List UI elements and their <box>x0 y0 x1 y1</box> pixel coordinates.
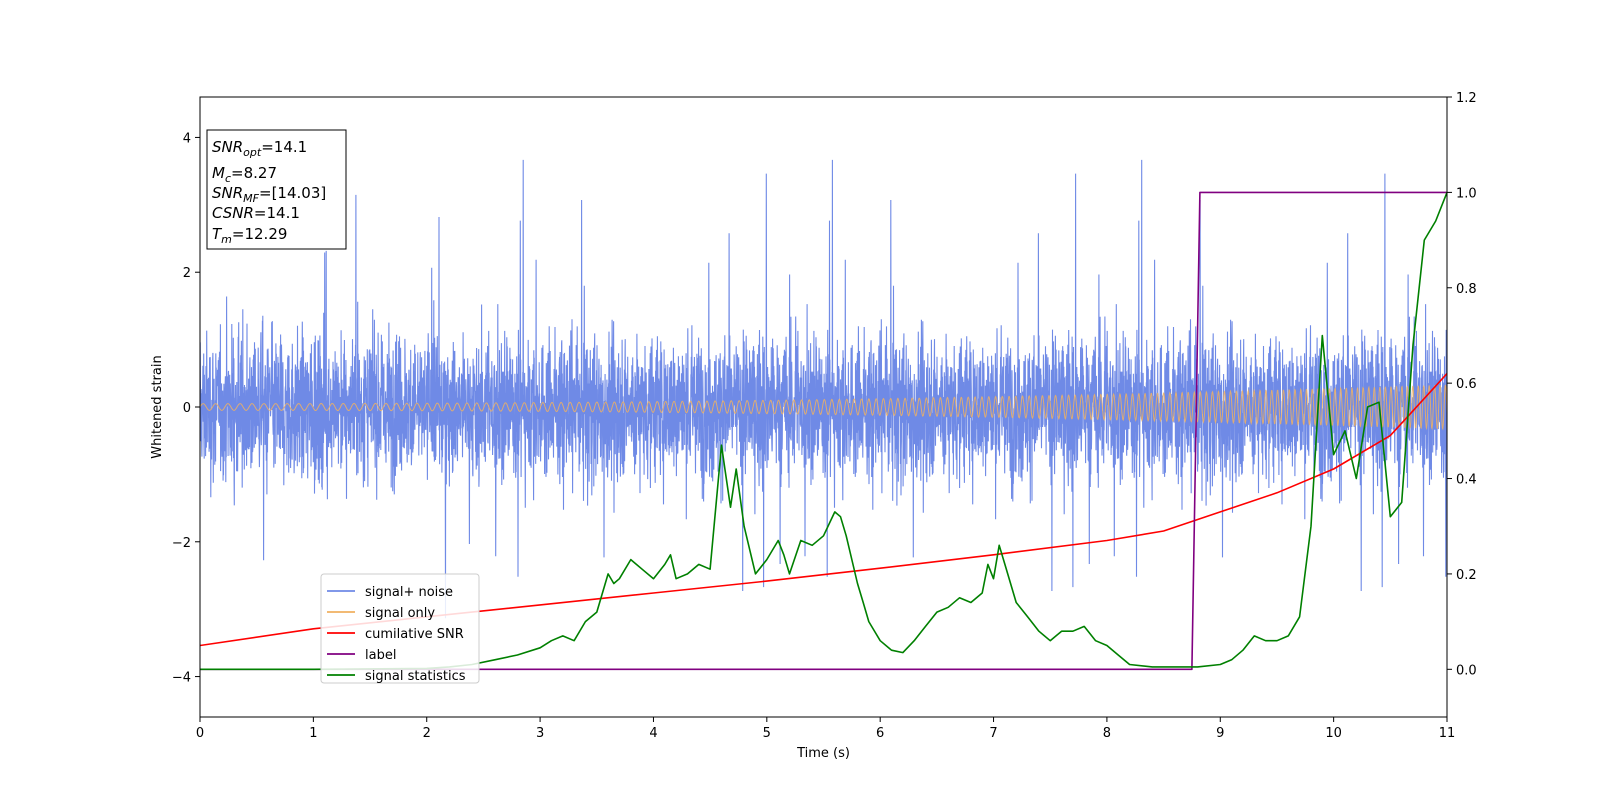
info-box-frame <box>206 129 347 250</box>
x-tick-label: 3 <box>536 726 544 741</box>
x-axis-label: Time (s) <box>796 746 850 761</box>
legend-entry-label: signal statistics <box>365 669 466 684</box>
legend-entry-label: label <box>365 648 396 663</box>
series-signal-noise-line <box>200 159 1447 619</box>
info-box: SNRopt=14.1 Mc=8.27 SNRMF=[14.03] CSNR=1… <box>206 129 347 250</box>
y-right-tick-label: 1.0 <box>1456 186 1477 201</box>
series-signal-statistics-line <box>200 192 1447 671</box>
info-csnr: CSNR=14.1 <box>212 204 300 222</box>
y-left-tick-label: 0 <box>183 401 191 416</box>
y-right-tick-label: 0.0 <box>1456 663 1477 678</box>
y-left-tick-label: 4 <box>183 131 191 146</box>
x-tick-label: 11 <box>1439 726 1456 741</box>
y-right-tick-label: 1.2 <box>1456 91 1477 106</box>
x-tick-label: 7 <box>989 726 997 741</box>
legend-entry-label: signal only <box>365 606 435 621</box>
info-snr-opt: SNRopt=14.1 <box>212 138 307 159</box>
axes: 0 1 2 3 4 5 6 7 8 9 10 11 −4 −2 0 2 4 0.0 0.2 0.4 0.6 0.8 1.0 1… <box>172 91 1477 741</box>
y-right-tick-label: 0.2 <box>1456 568 1477 583</box>
y-axis-label: Whitened strain <box>150 355 165 458</box>
y-right-tick-label: 0.8 <box>1456 282 1477 297</box>
legend-frame <box>320 573 480 684</box>
series-signal-only-line <box>200 384 1447 431</box>
series-label-line <box>200 191 1447 671</box>
x-tick-label: 8 <box>1103 726 1111 741</box>
legend-entry-label: signal+ noise <box>365 585 453 600</box>
x-tick-label: 4 <box>649 726 657 741</box>
x-tick-label: 1 <box>309 726 317 741</box>
y-right-tick-label: 0.6 <box>1456 377 1477 392</box>
x-tick-label: 2 <box>423 726 431 741</box>
y-left-tick-label: −2 <box>172 536 191 551</box>
info-tm: Tm=12.29 <box>212 225 287 246</box>
info-snr-mf: SNRMF=[14.03] <box>212 184 326 205</box>
x-tick-label: 6 <box>876 726 884 741</box>
x-tick-label: 10 <box>1325 726 1342 741</box>
x-tick-label: 5 <box>763 726 771 741</box>
y-right-tick-label: 0.4 <box>1456 473 1477 488</box>
x-tick-label: 0 <box>196 726 204 741</box>
y-left-tick-label: 2 <box>183 266 191 281</box>
legend-entry-label: cumilative SNR <box>365 627 464 642</box>
legend: signal+ noise signal only cumilative SNR la… <box>320 573 480 684</box>
y-left-tick-label: −4 <box>172 671 191 686</box>
info-mc: Mc=8.27 <box>212 164 277 185</box>
x-tick-label: 9 <box>1216 726 1224 741</box>
